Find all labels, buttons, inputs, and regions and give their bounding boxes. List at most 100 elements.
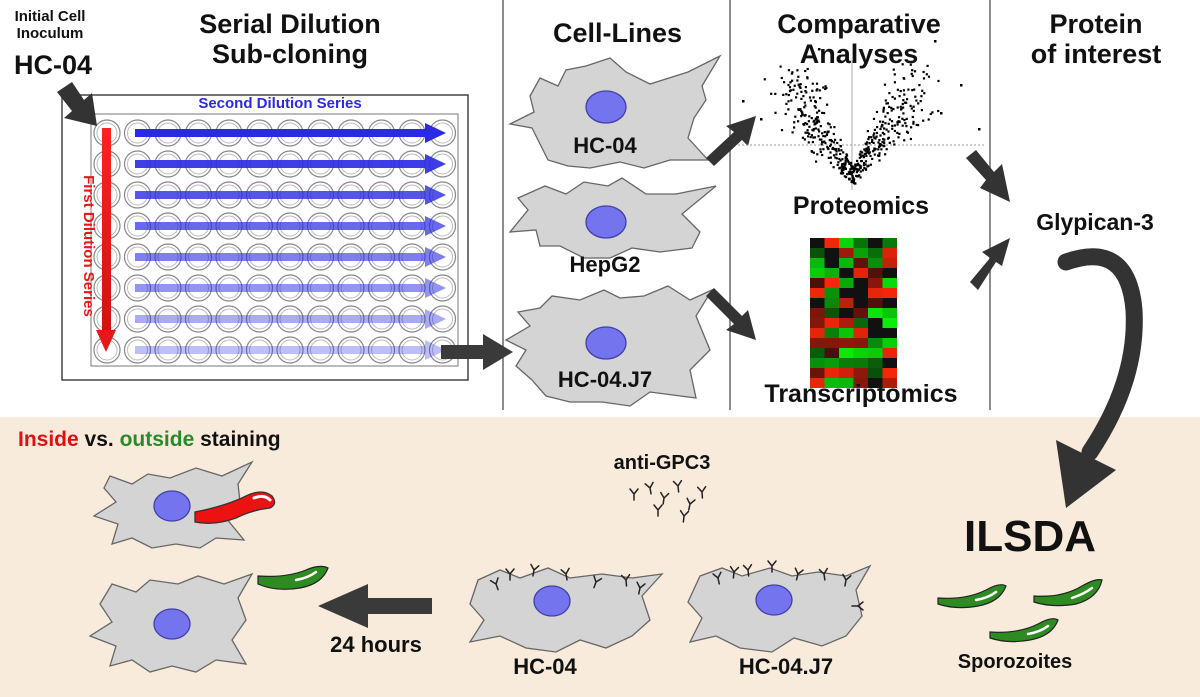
volcano-point [760, 118, 763, 121]
volcano-point [803, 138, 806, 141]
volcano-point [801, 112, 804, 115]
volcano-point [791, 71, 794, 74]
volcano-point [884, 115, 887, 118]
volcano-point [864, 152, 868, 155]
volcano-point [902, 112, 905, 115]
plate-well-inner [310, 339, 331, 361]
volcano-point [813, 136, 817, 139]
volcano-point [819, 148, 822, 151]
volcano-point [909, 104, 912, 107]
volcano-point [816, 153, 819, 156]
antibody-glyphs [489, 479, 864, 611]
volcano-point [901, 124, 904, 127]
volcano-point [829, 161, 832, 164]
volcano-point [978, 128, 981, 131]
volcano-point [896, 106, 899, 109]
volcano-point [826, 145, 829, 149]
volcano-point [837, 147, 840, 151]
volcano-point [901, 102, 904, 106]
volcano-point [863, 161, 866, 165]
volcano-point [879, 134, 882, 137]
volcano-point [829, 156, 832, 159]
protein-to-assay-arrow [1056, 248, 1143, 508]
volcano-point [832, 166, 835, 169]
volcano-point [882, 108, 885, 111]
volcano-point [931, 111, 934, 114]
volcano-point [826, 122, 830, 125]
volcano-point [867, 164, 870, 167]
volcano-point [879, 144, 882, 147]
volcano-point [862, 156, 865, 159]
volcano-point [851, 174, 854, 177]
heatmap-cell [824, 378, 839, 388]
serial-line-2: Sub-cloning [212, 39, 368, 70]
plate-well [215, 305, 243, 333]
plate-well-inner [127, 308, 148, 330]
volcano-point [849, 168, 852, 171]
volcano-point [864, 160, 868, 163]
plate-well [428, 305, 457, 333]
volcano-point [902, 106, 905, 109]
volcano-point [929, 112, 932, 116]
volcano-point [909, 137, 912, 141]
volcano-point [883, 141, 886, 144]
volcano-point [826, 131, 829, 135]
volcano-point [821, 111, 824, 114]
volcano-point [800, 90, 803, 93]
volcano-point [832, 154, 836, 157]
volcano-point [879, 127, 882, 131]
volcano-point [864, 163, 867, 166]
volcano-point [847, 160, 850, 164]
volcano-point [872, 141, 875, 144]
heatmap-cell [839, 248, 854, 258]
volcano-point [906, 131, 910, 134]
antibody-glyph [712, 571, 722, 585]
volcano-point [843, 175, 846, 178]
volcano-point [804, 90, 807, 93]
volcano-point [898, 95, 901, 98]
volcano-point [838, 157, 841, 161]
cell-hc04j7-antibody [687, 564, 872, 653]
heatmap-cell [810, 298, 825, 308]
antibody-glyph [696, 485, 707, 499]
volcano-point [810, 117, 813, 120]
heatmap-cell [868, 338, 883, 348]
plate-well-inner [249, 308, 270, 330]
comparative-line-1: Comparative [777, 9, 941, 39]
volcano-point [927, 75, 931, 78]
volcano-point [807, 141, 810, 144]
plate-well-inner [218, 308, 240, 330]
volcano-point [867, 136, 871, 139]
volcano-point [803, 114, 806, 117]
plate-well [306, 305, 335, 333]
heatmap-cell [853, 238, 868, 248]
volcano-point [871, 140, 874, 143]
volcano-point [809, 136, 812, 139]
volcano-point [910, 107, 913, 110]
volcano-point [926, 64, 929, 67]
volcano-point [863, 152, 866, 156]
volcano-point [787, 69, 790, 72]
inoculum-arrow [57, 82, 97, 126]
volcano-point [881, 141, 884, 144]
volcano-point [795, 96, 798, 99]
inoculum-line-2: Inoculum [16, 24, 84, 42]
plate-well-inner [340, 339, 362, 361]
volcano-point [912, 105, 915, 108]
volcano-point [797, 120, 800, 123]
volcano-point [840, 169, 843, 172]
volcano-point [824, 87, 827, 91]
volcano-point [841, 163, 844, 166]
volcano-point [882, 145, 885, 148]
heatmap-cell [882, 308, 897, 318]
transcriptomics-heatmap [810, 238, 897, 388]
volcano-point [817, 128, 820, 131]
volcano-point [890, 109, 893, 112]
sporozoite [989, 618, 1059, 643]
volcano-point [834, 138, 837, 141]
volcano-point [823, 140, 826, 143]
heatmap-cell [882, 298, 897, 308]
volcano-point [892, 107, 895, 111]
volcano-point [912, 122, 915, 125]
